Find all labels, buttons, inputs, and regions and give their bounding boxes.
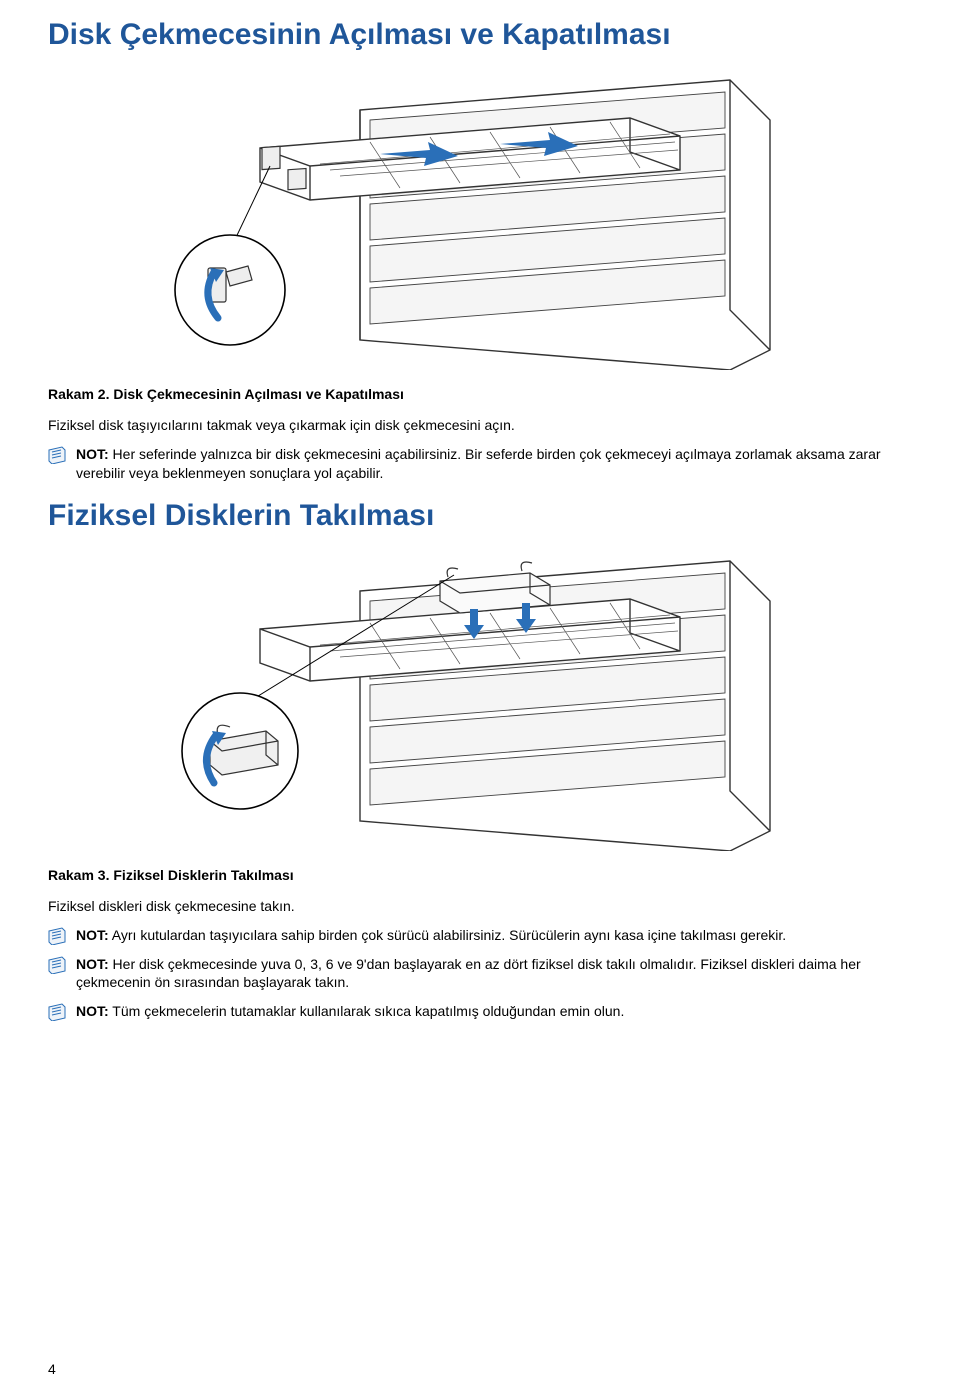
section1-note: NOT: Her seferinde yalnızca bir disk çek… bbox=[48, 445, 912, 483]
figure-1-caption: Rakam 2. Disk Çekmecesinin Açılması ve K… bbox=[48, 386, 912, 402]
note-label: NOT: bbox=[76, 1003, 109, 1019]
note-body: Ayrı kutulardan taşıyıcılara sahip birde… bbox=[109, 927, 787, 943]
figure-2-wrap bbox=[48, 551, 912, 851]
note-text: NOT: Tüm çekmecelerin tutamaklar kullanı… bbox=[76, 1002, 912, 1021]
figure-2-caption: Rakam 3. Fiziksel Disklerin Takılması bbox=[48, 867, 912, 883]
page-number: 4 bbox=[48, 1361, 56, 1377]
section1-title: Disk Çekmecesinin Açılması ve Kapatılmas… bbox=[48, 18, 912, 52]
note-label: NOT: bbox=[76, 927, 109, 943]
figure-1-illustration bbox=[170, 70, 790, 370]
note-text: NOT: Her disk çekmecesinde yuva 0, 3, 6 … bbox=[76, 955, 912, 993]
note-label: NOT: bbox=[76, 446, 109, 462]
note-body: Tüm çekmecelerin tutamaklar kullanılarak… bbox=[109, 1003, 625, 1019]
section1-body: Fiziksel disk taşıyıcılarını takmak veya… bbox=[48, 416, 912, 435]
figure-2-illustration bbox=[170, 551, 790, 851]
note-body: Her disk çekmecesinde yuva 0, 3, 6 ve 9'… bbox=[76, 956, 861, 991]
section2-note-0: NOT: Ayrı kutulardan taşıyıcılara sahip … bbox=[48, 926, 912, 945]
note-body: Her seferinde yalnızca bir disk çekmeces… bbox=[76, 446, 881, 481]
section2-note-1: NOT: Her disk çekmecesinde yuva 0, 3, 6 … bbox=[48, 955, 912, 993]
note-icon bbox=[48, 1003, 66, 1021]
section2-title: Fiziksel Disklerin Takılması bbox=[48, 499, 912, 533]
section1-note-text: NOT: Her seferinde yalnızca bir disk çek… bbox=[76, 445, 912, 483]
note-text: NOT: Ayrı kutulardan taşıyıcılara sahip … bbox=[76, 926, 912, 945]
note-icon bbox=[48, 956, 66, 974]
section2-note-2: NOT: Tüm çekmecelerin tutamaklar kullanı… bbox=[48, 1002, 912, 1021]
note-label: NOT: bbox=[76, 956, 109, 972]
figure-1-wrap bbox=[48, 70, 912, 370]
note-icon bbox=[48, 927, 66, 945]
section2-body: Fiziksel diskleri disk çekmecesine takın… bbox=[48, 897, 912, 916]
note-icon bbox=[48, 446, 66, 464]
